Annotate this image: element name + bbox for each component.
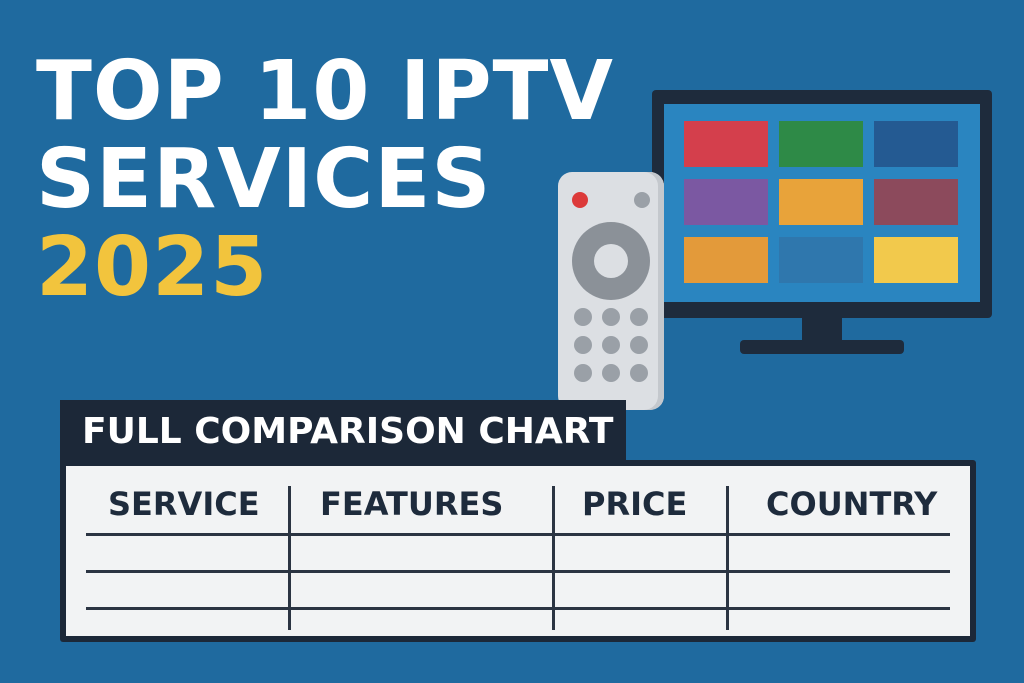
tv-tile [874,121,958,167]
remote-button [574,308,592,326]
tv-stand-neck [802,318,842,342]
remote-button [602,364,620,382]
column-divider [726,486,729,630]
row-divider [86,570,950,573]
tv-tile [779,179,863,225]
tv-tile [684,179,768,225]
column-header-features: FEATURES [320,485,504,523]
row-divider [86,533,950,536]
column-header-price: PRICE [582,485,688,523]
remote-button [602,336,620,354]
remote-button [630,336,648,354]
column-header-country: COUNTRY [766,485,938,523]
tv-tile [779,121,863,167]
chart-title-bar [60,400,626,464]
remote-button [602,308,620,326]
chart-title: FULL COMPARISON CHART [82,411,614,452]
headline: TOP 10 IPTV SERVICES 2025 [36,48,614,312]
power-button-icon [572,192,588,208]
dpad-icon [572,222,650,300]
headline-year: 2025 [36,220,269,315]
tv-tile [874,179,958,225]
tv-tile [874,237,958,283]
remote-button [574,336,592,354]
column-divider [552,486,555,630]
headline-line-2: SERVICES [36,132,492,227]
headline-line-1: TOP 10 IPTV [36,44,614,139]
remote-button [630,308,648,326]
tv-stand-base [740,340,904,354]
remote-small-button [634,192,650,208]
tv-tile [684,237,768,283]
column-header-service: SERVICE [108,485,260,523]
row-divider [86,607,950,610]
tv-tile [779,237,863,283]
column-divider [288,486,291,630]
remote-button [630,364,648,382]
tv-tile [684,121,768,167]
remote-button [574,364,592,382]
